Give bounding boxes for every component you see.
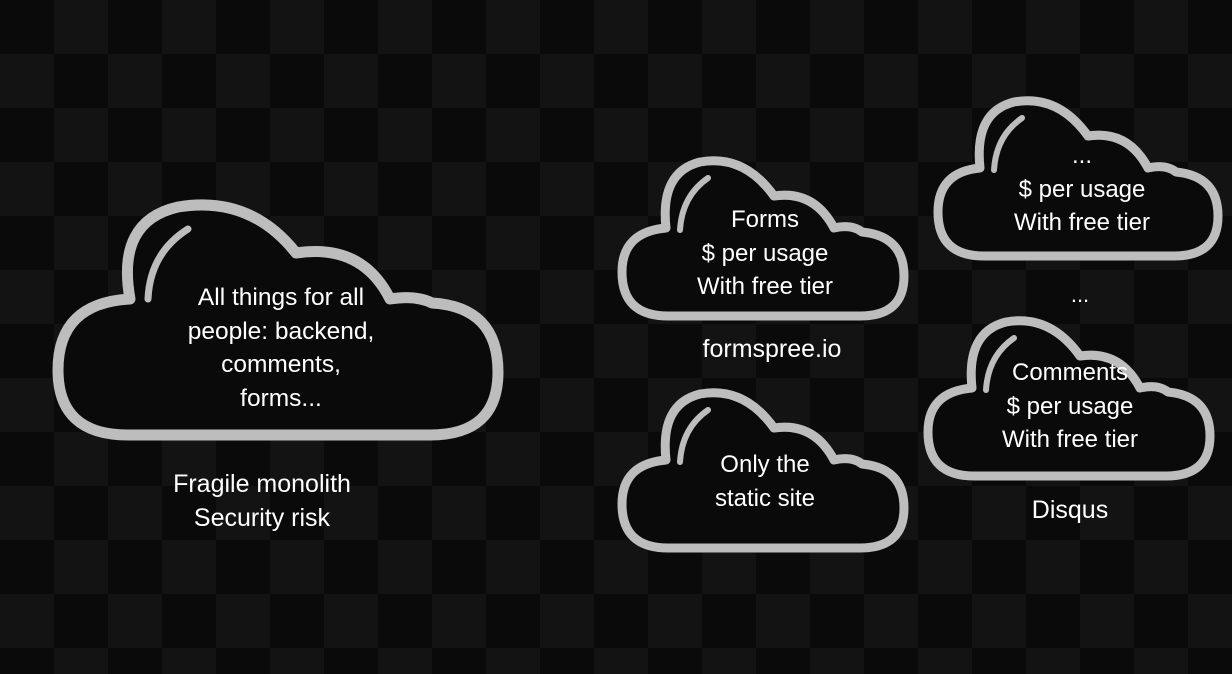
monolith-caption: Fragile monolith Security risk: [112, 468, 412, 535]
comments-caption: Disqus: [990, 494, 1150, 528]
cloud-icon: [52, 199, 504, 441]
other-service-cloud-text: ... $ per usage With free tier: [932, 139, 1224, 240]
ellipsis-text: ...: [1070, 282, 1090, 307]
comments-cloud: Comments $ per usage With free tier: [922, 310, 1216, 484]
caption-line: formspree.io: [702, 335, 842, 363]
cloud-line: Only the: [720, 451, 810, 478]
ellipsis-separator: ...: [1000, 278, 1160, 312]
cloud-line: $ per usage: [701, 239, 829, 267]
other-service-cloud: ... $ per usage With free tier: [932, 92, 1224, 264]
caption-line: Fragile monolith: [173, 470, 351, 498]
cloud-line: With free tier: [696, 273, 834, 300]
monolith-cloud-text: All things for all people: backend, comm…: [50, 281, 506, 415]
cloud-line: With free tier: [1013, 209, 1151, 236]
cloud-line: comments,: [221, 351, 341, 378]
cloud-line: forms...: [240, 384, 322, 412]
monolith-cloud: All things for all people: backend, comm…: [50, 195, 506, 445]
cloud-line: $ per usage: [1018, 175, 1146, 203]
cloud-icon: [617, 156, 909, 321]
cloud-line: ...: [1071, 142, 1092, 169]
cloud-line: Forms: [731, 206, 799, 233]
cloud-line: With free tier: [1001, 426, 1139, 453]
cloud-icon: [617, 388, 909, 553]
forms-caption: formspree.io: [662, 333, 882, 367]
forms-cloud: Forms $ per usage With free tier: [616, 152, 910, 324]
caption-line: Disqus: [1031, 496, 1109, 524]
static-site-cloud-text: Only the static site: [616, 448, 910, 515]
cloud-line: $ per usage: [1006, 392, 1134, 420]
cloud-line: All things for all: [197, 284, 365, 311]
forms-cloud-text: Forms $ per usage With free tier: [616, 203, 910, 304]
static-site-cloud: Only the static site: [616, 384, 910, 556]
cloud-icon: [923, 316, 1215, 481]
comments-cloud-text: Comments $ per usage With free tier: [922, 356, 1216, 457]
caption-line: Security risk: [193, 503, 331, 532]
cloud-line: static site: [714, 484, 816, 512]
cloud-line: people: backend,: [187, 317, 375, 345]
cloud-icon: [933, 96, 1223, 261]
cloud-line: Comments: [1011, 359, 1129, 386]
